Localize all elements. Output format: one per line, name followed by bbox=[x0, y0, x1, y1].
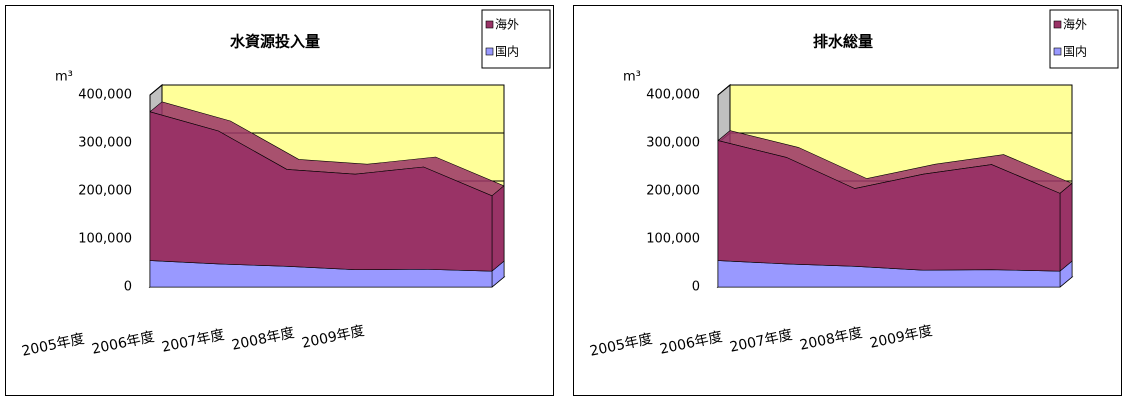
y-axis-unit: m³ bbox=[55, 70, 73, 85]
y-tick-label: 400,000 bbox=[78, 88, 132, 103]
legend-swatch bbox=[485, 47, 494, 56]
y-tick-label: 100,000 bbox=[646, 232, 700, 247]
legend-box bbox=[1049, 9, 1119, 69]
y-tick-label: 400,000 bbox=[646, 88, 700, 103]
area bbox=[149, 111, 493, 272]
legend-swatch bbox=[485, 20, 494, 29]
y-tick-label: 300,000 bbox=[646, 136, 700, 151]
legend-box bbox=[481, 9, 551, 69]
legend-label: 国内 bbox=[1063, 45, 1087, 59]
y-tick-label: 300,000 bbox=[78, 136, 132, 151]
chart-title: 水資源投入量 bbox=[230, 33, 320, 51]
y-tick-label: 0 bbox=[124, 280, 132, 295]
area-side-face bbox=[1059, 182, 1073, 272]
y-tick-label: 200,000 bbox=[646, 184, 700, 199]
legend-label: 国内 bbox=[495, 45, 519, 59]
area-side-face bbox=[491, 185, 505, 272]
y-tick-label: 100,000 bbox=[78, 232, 132, 247]
legend-swatch bbox=[1053, 20, 1062, 29]
grid-line bbox=[149, 84, 504, 96]
y-tick-label: 200,000 bbox=[78, 184, 132, 199]
y-axis-unit: m³ bbox=[623, 70, 641, 85]
legend-swatch bbox=[1053, 47, 1062, 56]
y-tick-label: 0 bbox=[692, 280, 700, 295]
chart-panel: 排水総量0100,000200,000300,000400,000m³2005年… bbox=[573, 5, 1122, 396]
chart-title: 排水総量 bbox=[813, 33, 873, 51]
legend-label: 海外 bbox=[495, 17, 519, 32]
area bbox=[717, 140, 1061, 272]
chart-panel: 水資源投入量0100,000200,000300,000400,000m³200… bbox=[5, 5, 554, 396]
legend-label: 海外 bbox=[1063, 17, 1087, 32]
grid-line bbox=[717, 84, 1072, 96]
